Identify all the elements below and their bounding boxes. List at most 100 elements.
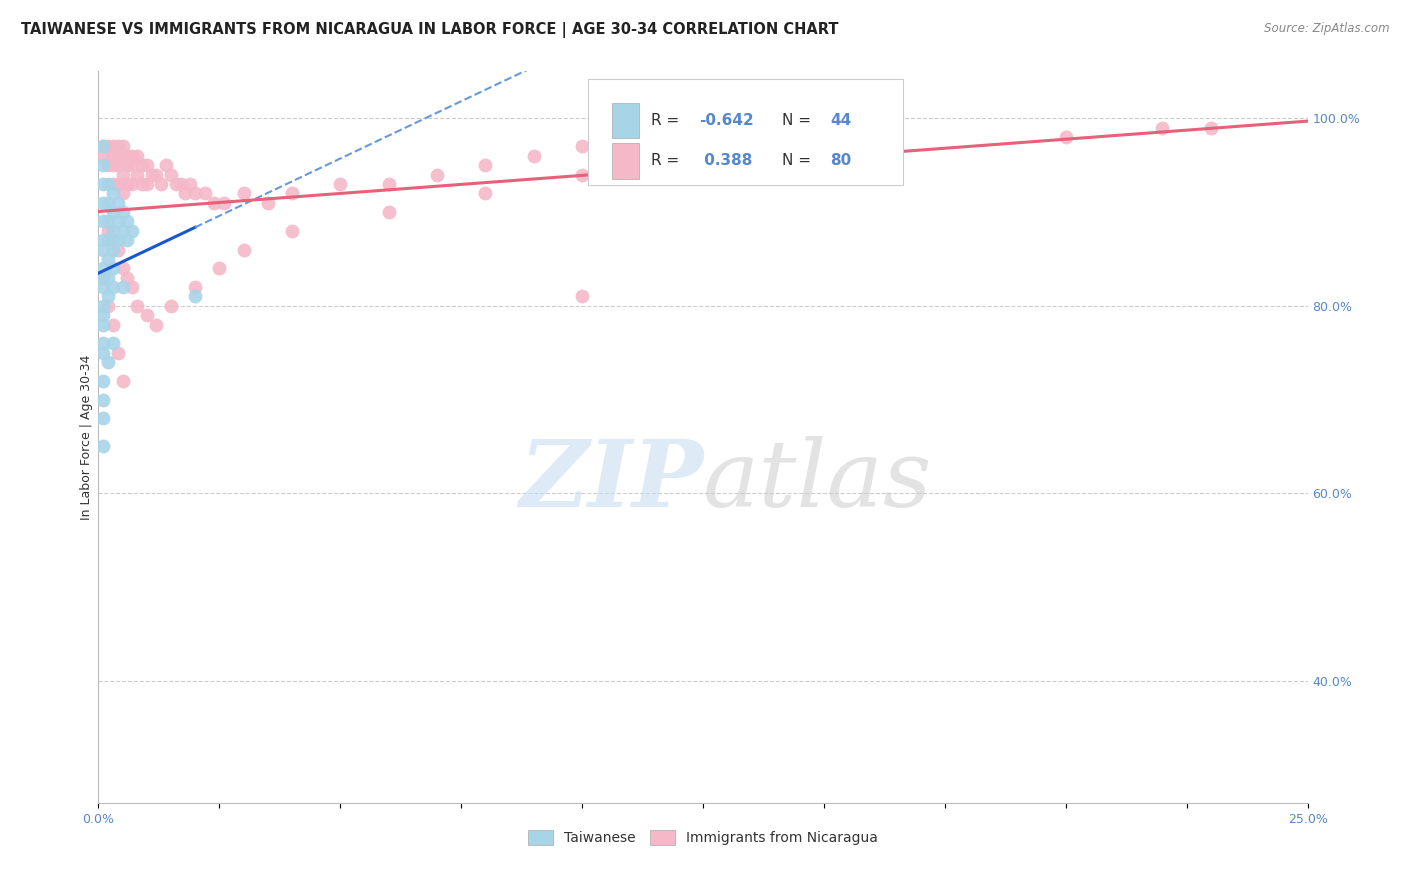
Point <box>91 392 114 407</box>
Point <box>107 233 129 247</box>
Point <box>474 186 496 201</box>
Text: 0.388: 0.388 <box>699 153 752 169</box>
Point <box>101 149 124 163</box>
Point <box>101 158 124 172</box>
Point <box>107 177 129 191</box>
Point <box>101 224 124 238</box>
Point <box>101 243 124 257</box>
Point <box>91 440 114 454</box>
Point <box>91 139 114 153</box>
Point <box>121 224 143 238</box>
Text: atlas: atlas <box>703 436 932 526</box>
Point <box>619 139 641 153</box>
Point <box>184 186 207 201</box>
Point <box>91 177 114 191</box>
Point <box>97 224 120 238</box>
Point <box>131 177 153 191</box>
Point <box>97 177 120 191</box>
Point <box>91 345 114 359</box>
Point <box>111 205 134 219</box>
Point <box>107 139 129 153</box>
Legend: Taiwanese, Immigrants from Nicaragua: Taiwanese, Immigrants from Nicaragua <box>523 825 883 851</box>
Point <box>111 280 134 294</box>
Point <box>571 289 593 303</box>
Point <box>97 214 120 228</box>
Point <box>135 308 157 322</box>
Point <box>160 168 183 182</box>
Point <box>232 243 254 257</box>
Point <box>212 195 235 210</box>
Point <box>256 195 278 210</box>
Point <box>101 139 124 153</box>
Point <box>101 177 124 191</box>
Text: 80: 80 <box>830 153 851 169</box>
Text: N =: N = <box>782 113 815 128</box>
Point <box>91 336 114 351</box>
Point <box>101 336 124 351</box>
Point <box>165 177 187 191</box>
Point <box>329 177 352 191</box>
Text: -0.642: -0.642 <box>699 113 754 128</box>
Point <box>1199 120 1222 135</box>
Point <box>91 318 114 332</box>
Point <box>121 280 143 294</box>
Point <box>135 158 157 172</box>
Point <box>91 270 114 285</box>
Point <box>281 186 304 201</box>
Point <box>208 261 231 276</box>
Point <box>169 177 191 191</box>
Point <box>155 158 177 172</box>
Text: R =: R = <box>651 113 685 128</box>
Y-axis label: In Labor Force | Age 30-34: In Labor Force | Age 30-34 <box>80 354 93 520</box>
Point <box>97 158 120 172</box>
Point <box>91 139 114 153</box>
FancyBboxPatch shape <box>588 78 903 185</box>
Point <box>111 168 134 182</box>
Point <box>194 186 217 201</box>
Point <box>111 374 134 388</box>
Point <box>91 233 114 247</box>
Point <box>117 214 139 228</box>
Point <box>107 195 129 210</box>
Point <box>101 186 124 201</box>
Point <box>97 233 120 247</box>
Point <box>117 149 139 163</box>
Point <box>377 177 399 191</box>
Point <box>145 168 167 182</box>
Point <box>97 299 120 313</box>
Point <box>174 186 197 201</box>
Text: 44: 44 <box>830 113 851 128</box>
Point <box>1152 120 1174 135</box>
Point <box>91 158 114 172</box>
Point <box>111 261 134 276</box>
Point <box>101 261 124 276</box>
Text: Source: ZipAtlas.com: Source: ZipAtlas.com <box>1264 22 1389 36</box>
Point <box>117 233 139 247</box>
Point <box>1054 130 1077 145</box>
Bar <box>613 144 638 178</box>
Point <box>127 149 149 163</box>
Text: TAIWANESE VS IMMIGRANTS FROM NICARAGUA IN LABOR FORCE | AGE 30-34 CORRELATION CH: TAIWANESE VS IMMIGRANTS FROM NICARAGUA I… <box>21 22 838 38</box>
Point <box>107 214 129 228</box>
Point <box>145 318 167 332</box>
Point <box>232 186 254 201</box>
Point <box>101 233 124 247</box>
Point <box>91 270 114 285</box>
Point <box>91 280 114 294</box>
Point <box>111 149 134 163</box>
Point <box>97 252 120 266</box>
Point <box>111 139 134 153</box>
Point <box>141 168 163 182</box>
Point <box>91 308 114 322</box>
Point <box>97 355 120 369</box>
Point <box>91 243 114 257</box>
Point <box>179 177 201 191</box>
Point <box>101 205 124 219</box>
Point <box>97 270 120 285</box>
Point <box>97 289 120 303</box>
Point <box>91 149 114 163</box>
Point <box>101 280 124 294</box>
Point <box>121 158 143 172</box>
Point <box>127 168 149 182</box>
Point <box>107 345 129 359</box>
